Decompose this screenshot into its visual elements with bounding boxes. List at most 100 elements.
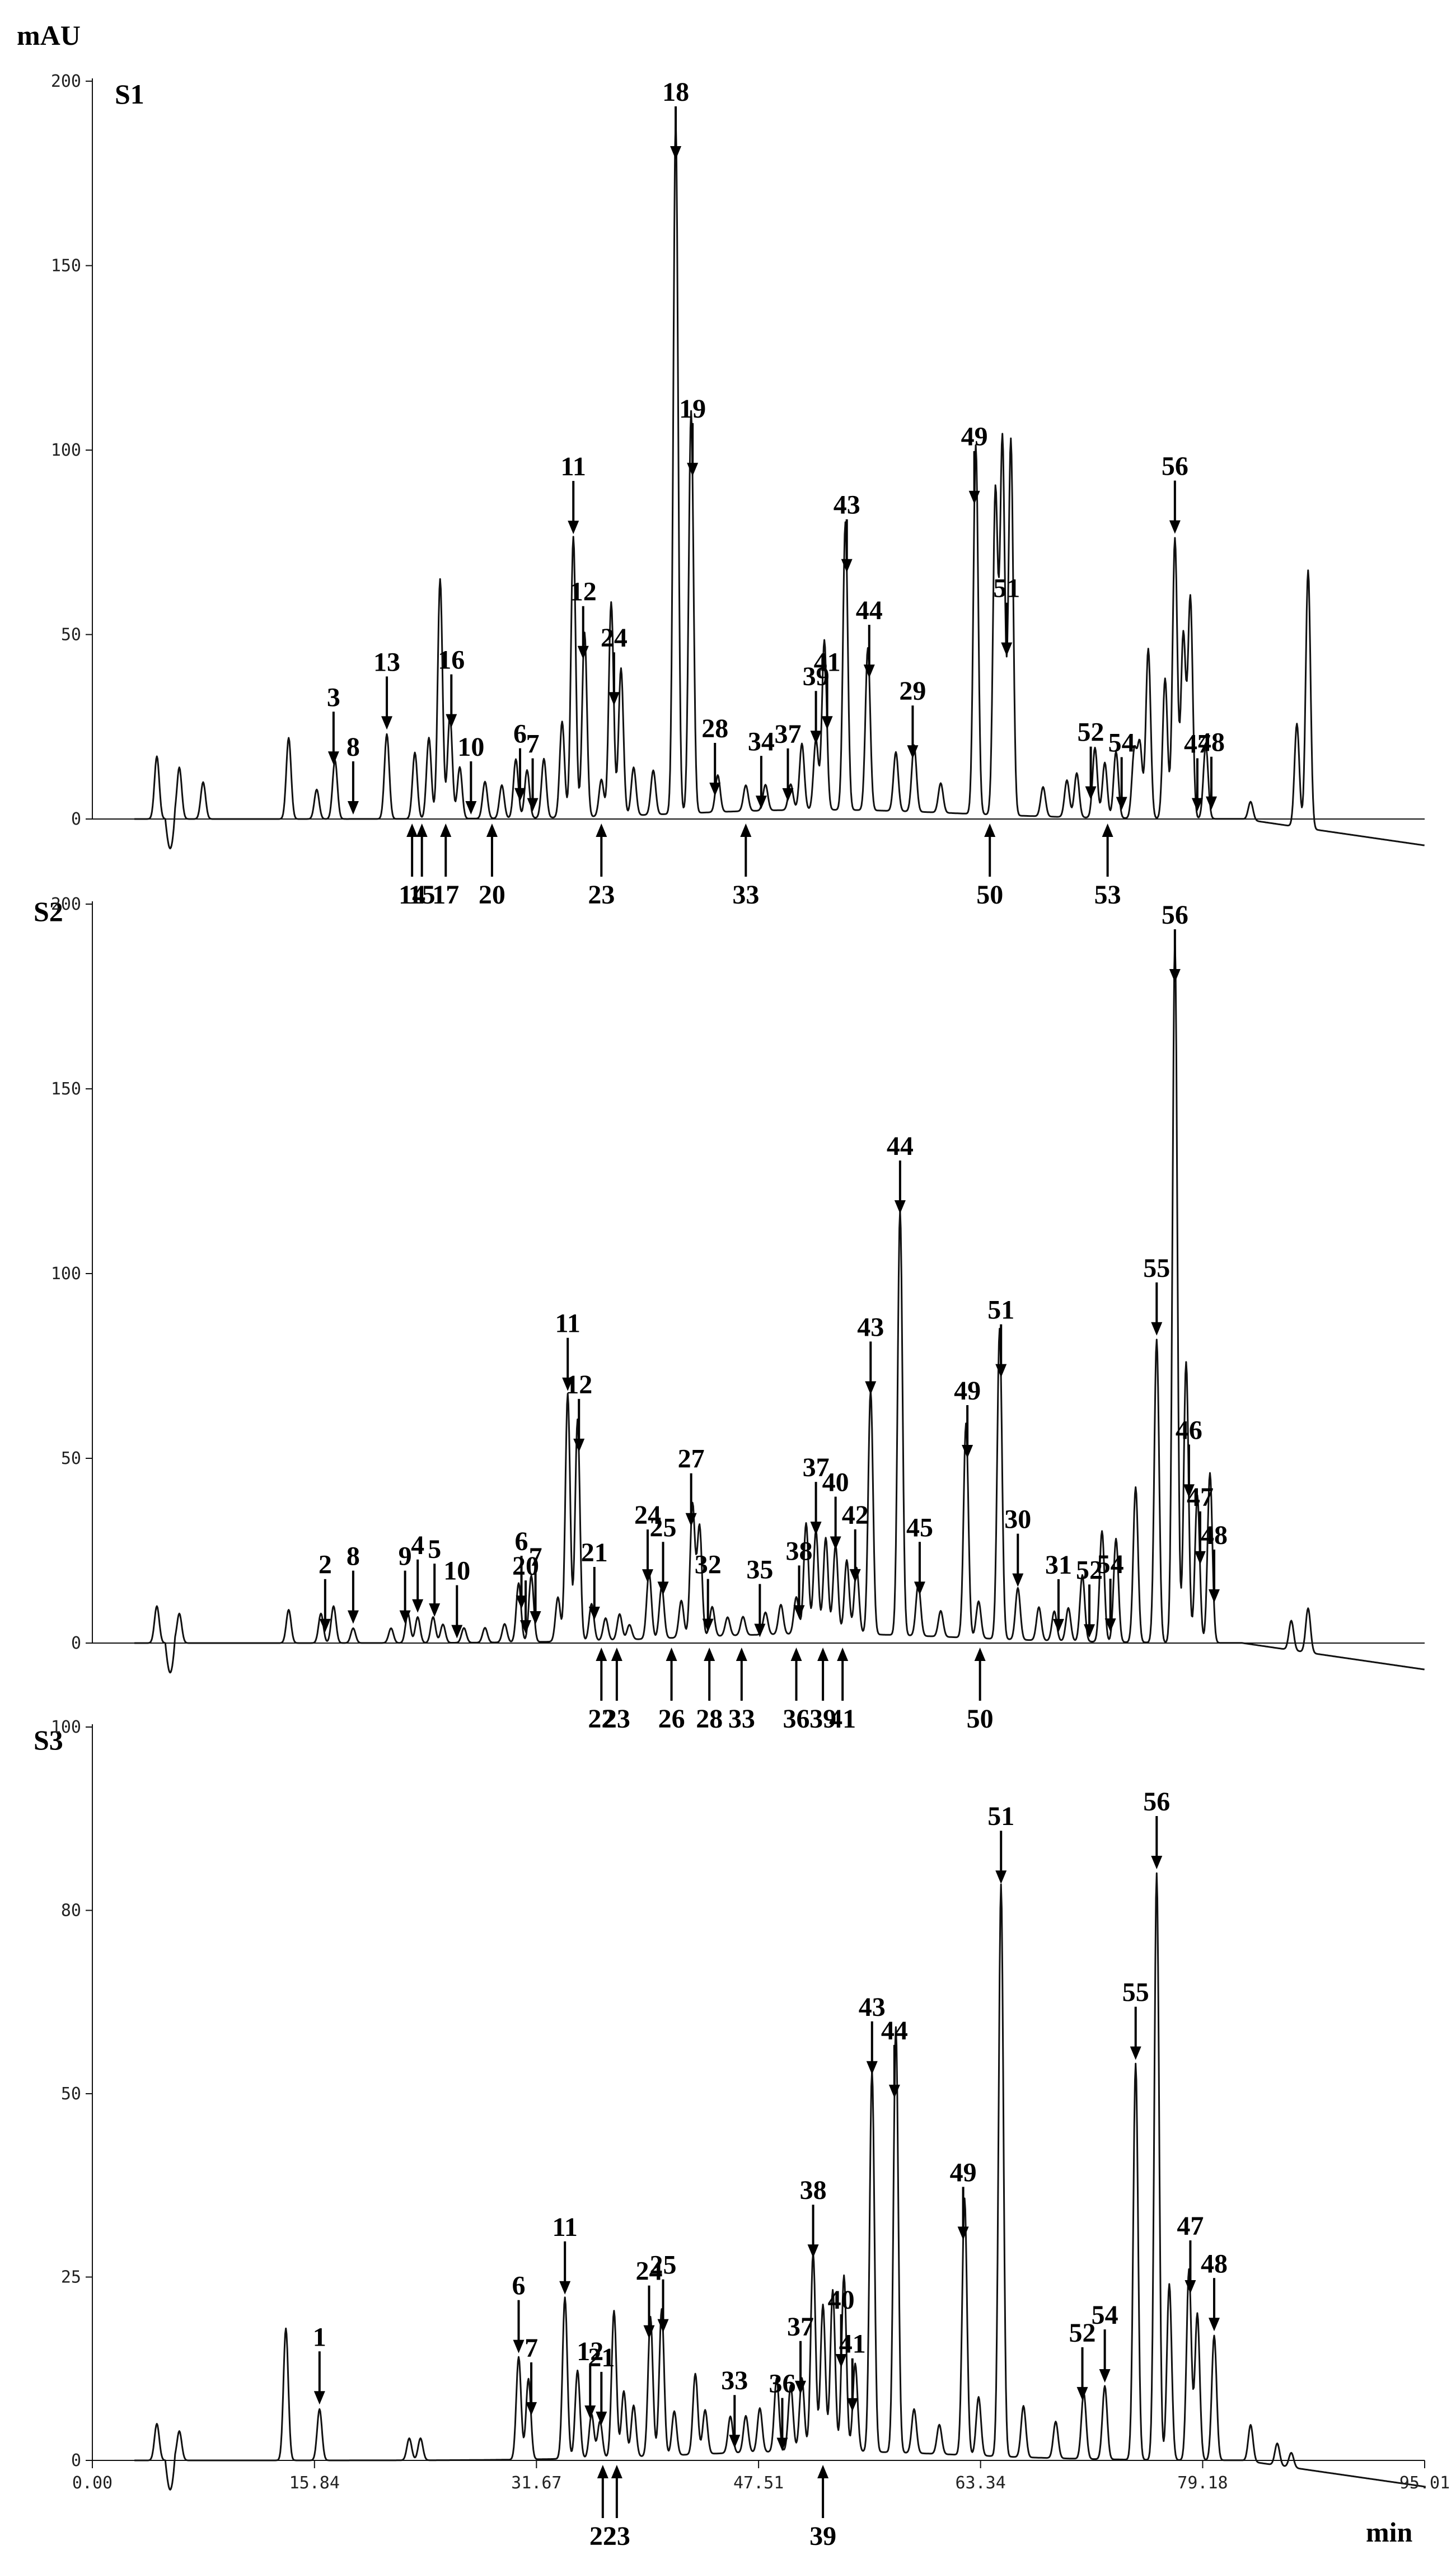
peak-label: 43 xyxy=(859,1992,886,2022)
peak-arrowhead xyxy=(830,1536,841,1550)
peak-annotation-37: 37 xyxy=(803,1453,830,1536)
peak-annotation-56: 56 xyxy=(1143,1787,1170,1869)
peak-arrowhead xyxy=(817,2465,829,2478)
peak-label: 41 xyxy=(829,1704,856,1734)
peak-label: 12 xyxy=(577,2337,603,2366)
peak-arrowhead xyxy=(429,1603,441,1617)
peak-label: 33 xyxy=(721,2366,748,2395)
peak-label: 21 xyxy=(588,2343,615,2373)
peak-label: 40 xyxy=(822,1468,849,1498)
peak-annotation-22: 22 xyxy=(589,2465,616,2551)
peak-annotation-51: 51 xyxy=(987,1295,1014,1378)
peak-annotation-24: 24 xyxy=(601,623,628,706)
peak-arrowhead xyxy=(865,1381,877,1395)
peak-annotation-31: 31 xyxy=(1045,1550,1072,1632)
peak-annotation-12: 12 xyxy=(577,2337,603,2419)
peak-annotation-49: 49 xyxy=(961,422,988,504)
peak-label: 11 xyxy=(561,452,586,481)
peak-label: 23 xyxy=(603,1704,630,1734)
peak-annotation-23: 23 xyxy=(603,1648,630,1734)
peak-arrowhead xyxy=(597,2465,608,2478)
peak-arrowhead xyxy=(577,645,589,659)
peak-annotation-50: 50 xyxy=(967,1648,994,1734)
peak-arrowhead xyxy=(1169,969,1181,982)
peak-label: 30 xyxy=(1004,1505,1031,1534)
peak-label: 41 xyxy=(839,2329,866,2359)
peak-annotation-56: 56 xyxy=(1162,900,1188,982)
y-tick-label: 50 xyxy=(61,625,81,645)
peak-label: 52 xyxy=(1076,1555,1103,1585)
y-tick-label: 50 xyxy=(61,1449,81,1468)
peak-arrowhead xyxy=(416,823,428,837)
peak-arrowhead xyxy=(347,1610,359,1624)
peak-arrowhead xyxy=(516,1595,527,1609)
peak-label: 38 xyxy=(800,2175,827,2205)
peak-label: 24 xyxy=(634,1500,661,1530)
peak-annotation-16: 16 xyxy=(438,645,465,728)
peak-arrowhead xyxy=(740,823,752,837)
peak-arrowhead xyxy=(849,1569,861,1583)
peak-label: 33 xyxy=(732,880,759,910)
peak-annotation-10: 10 xyxy=(443,1556,470,1639)
peak-label: 4 xyxy=(411,1531,424,1560)
y-tick-label: 0 xyxy=(71,2451,81,2470)
peak-arrowhead xyxy=(704,1648,715,1661)
peak-annotation-43: 43 xyxy=(834,490,860,573)
peak-arrowhead xyxy=(313,2391,325,2405)
chromatogram-panels: S105010015020038131415161710206711122324… xyxy=(34,72,1425,2551)
x-tick-label: 63.34 xyxy=(956,2473,1006,2493)
peak-label: 36 xyxy=(769,2369,795,2399)
peak-label: 41 xyxy=(814,647,841,677)
peak-label: 28 xyxy=(701,714,728,743)
peak-annotation-15: 15 xyxy=(409,823,436,910)
panel-label: S3 xyxy=(34,1724,63,1756)
peak-annotation-53: 53 xyxy=(1094,823,1121,910)
peak-annotation-11: 11 xyxy=(561,452,586,535)
peak-annotation-7: 7 xyxy=(529,1542,542,1625)
peak-annotation-21: 21 xyxy=(588,2343,615,2425)
peak-label: 23 xyxy=(603,2521,630,2551)
x-tick-label: 95.01 xyxy=(1399,2473,1450,2493)
peak-annotation-52: 52 xyxy=(1076,1555,1103,1638)
peak-annotation-4: 4 xyxy=(411,1531,424,1613)
y-tick-label: 100 xyxy=(51,1718,81,1737)
peak-annotation-17: 17 xyxy=(432,823,459,910)
peak-label: 6 xyxy=(512,2271,526,2301)
peak-annotation-27: 27 xyxy=(678,1444,705,1527)
peak-label: 52 xyxy=(1078,718,1104,747)
peak-annotation-47: 47 xyxy=(1177,2211,1204,2294)
peak-label: 2 xyxy=(319,1550,332,1580)
peak-annotation-44: 44 xyxy=(856,596,883,678)
peak-arrowhead xyxy=(319,1618,331,1632)
peak-annotation-54: 54 xyxy=(1092,2300,1118,2383)
peak-label: 25 xyxy=(650,2250,677,2280)
peak-label: 33 xyxy=(728,1704,755,1734)
peak-arrowhead xyxy=(451,1625,463,1639)
peak-label: 6 xyxy=(513,719,527,749)
peak-annotation-25: 25 xyxy=(650,1513,677,1595)
peak-label: 43 xyxy=(857,1312,884,1342)
peak-label: 7 xyxy=(525,2333,538,2363)
peak-annotation-45: 45 xyxy=(906,1513,933,1595)
peak-annotation-38: 38 xyxy=(786,1536,813,1619)
peak-annotation-22: 22 xyxy=(588,1648,615,1734)
peak-arrowhead xyxy=(1205,796,1217,810)
peak-annotation-33: 33 xyxy=(728,1648,755,1734)
peak-annotation-25: 25 xyxy=(650,2250,677,2333)
x-unit-label: min xyxy=(1366,2516,1413,2548)
peak-label: 6 xyxy=(515,1527,528,1556)
peak-label: 17 xyxy=(432,880,459,910)
peak-annotation-2: 2 xyxy=(319,1550,332,1632)
peak-annotation-40: 40 xyxy=(828,2285,855,2368)
peak-arrowhead xyxy=(1001,642,1013,656)
peak-arrowhead xyxy=(446,714,457,728)
peak-label: 55 xyxy=(1122,1978,1149,2008)
peak-annotation-38: 38 xyxy=(800,2175,827,2258)
peak-annotation-32: 32 xyxy=(695,1550,722,1632)
peak-arrowhead xyxy=(1130,2046,1141,2060)
peak-label: 20 xyxy=(479,880,505,910)
peak-label: 12 xyxy=(570,577,597,607)
peak-annotation-40: 40 xyxy=(822,1468,849,1550)
peak-annotation-6: 6 xyxy=(512,2271,526,2353)
peak-arrowhead xyxy=(793,1605,805,1619)
